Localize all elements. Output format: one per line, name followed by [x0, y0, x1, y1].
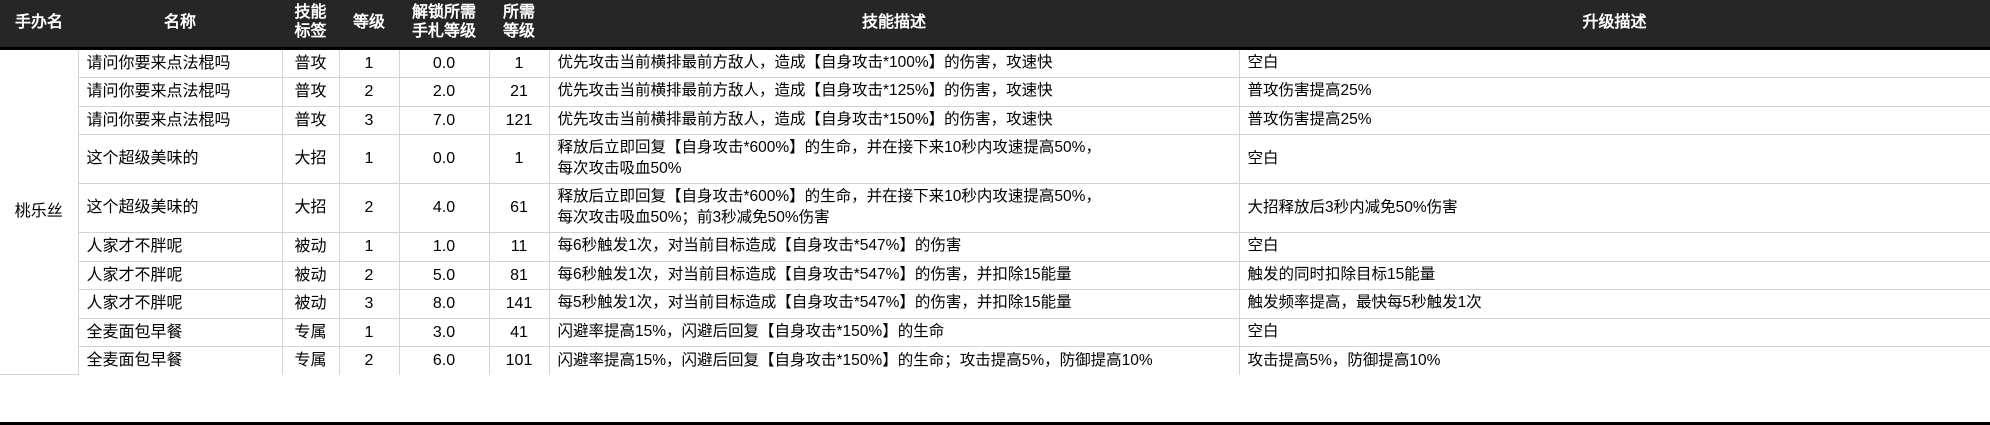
- table-row: 这个超级美味的 大招 1 0.0 1 释放后立即回复【自身攻击*600%】的生命…: [0, 134, 1990, 185]
- skill-name: 人家才不胖呢: [77, 289, 283, 319]
- unlock-note-level: 6.0: [398, 346, 490, 375]
- skill-tag: 普攻: [281, 105, 340, 136]
- skill-name: 请问你要来点法棍吗: [77, 47, 283, 79]
- table-row: 人家才不胖呢 被动 2 5.0 81 每6秒触发1次，对当前目标造成【自身攻击*…: [0, 260, 1990, 291]
- column-header-skill-description: 技能描述: [549, 0, 1239, 48]
- column-header-figure: 手办名: [0, 0, 78, 48]
- header-row: 手办名 名称 技能 标签 等级 解锁所需 手札等级 所需 等级 技能描述 升级描…: [0, 0, 1990, 48]
- required-level: 1: [488, 134, 550, 185]
- skill-name: 这个超级美味的: [77, 183, 283, 233]
- table-row: 桃乐丝 请问你要来点法棍吗 普攻 1 0.0 1 优先攻击当前横排最前方敌人，造…: [0, 47, 1990, 376]
- skill-table: 手办名 名称 技能 标签 等级 解锁所需 手札等级 所需 等级 技能描述 升级描…: [0, 0, 1990, 376]
- skill-tag: 普攻: [281, 77, 340, 107]
- required-level: 141: [488, 289, 550, 319]
- skill-level: 2: [338, 183, 400, 233]
- upgrade-description: 触发频率提高，最快每5秒触发1次: [1238, 289, 1990, 319]
- skill-name: 人家才不胖呢: [77, 231, 283, 262]
- unlock-note-level: 4.0: [398, 183, 490, 233]
- skill-description: 闪避率提高15%，闪避后回复【自身攻击*150%】的生命: [548, 317, 1240, 348]
- skill-tag: 大招: [281, 183, 340, 233]
- skill-level: 1: [338, 47, 400, 79]
- skill-description: 闪避率提高15%，闪避后回复【自身攻击*150%】的生命；攻击提高5%，防御提高…: [548, 346, 1240, 375]
- skill-tag: 专属: [281, 346, 340, 375]
- unlock-note-level: 0.0: [398, 134, 490, 185]
- unlock-note-level: 8.0: [398, 289, 490, 319]
- skill-description: 释放后立即回复【自身攻击*600%】的生命，并在接下来10秒内攻速提高50%， …: [548, 134, 1240, 185]
- figure-name-cell: 桃乐丝: [0, 47, 79, 376]
- skill-description: 释放后立即回复【自身攻击*600%】的生命，并在接下来10秒内攻速提高50%， …: [548, 183, 1240, 233]
- skill-tag: 专属: [281, 317, 340, 348]
- skill-description: 优先攻击当前横排最前方敌人，造成【自身攻击*100%】的伤害，攻速快: [548, 47, 1240, 79]
- skill-level: 1: [338, 231, 400, 262]
- skill-level: 2: [338, 346, 400, 375]
- column-header-skill-tag: 技能 标签: [282, 0, 339, 48]
- table-row: 人家才不胖呢 被动 1 1.0 11 每6秒触发1次，对当前目标造成【自身攻击*…: [0, 231, 1990, 262]
- skill-level: 2: [338, 77, 400, 107]
- upgrade-description: 空白: [1238, 317, 1990, 348]
- upgrade-description: 空白: [1238, 47, 1990, 79]
- skill-level: 1: [338, 134, 400, 185]
- required-level: 21: [488, 77, 550, 107]
- table-row: 全麦面包早餐 专属 2 6.0 101 闪避率提高15%，闪避后回复【自身攻击*…: [0, 346, 1990, 375]
- skill-name: 这个超级美味的: [77, 134, 283, 185]
- column-header-required-level: 所需 等级: [489, 0, 549, 48]
- unlock-note-level: 5.0: [398, 260, 490, 291]
- upgrade-description: 攻击提高5%，防御提高10%: [1238, 346, 1990, 375]
- required-level: 101: [488, 346, 550, 375]
- upgrade-description: 普攻伤害提高25%: [1238, 77, 1990, 107]
- table-header: 手办名 名称 技能 标签 等级 解锁所需 手札等级 所需 等级 技能描述 升级描…: [0, 0, 1990, 48]
- required-level: 41: [488, 317, 550, 348]
- table-body: 桃乐丝 请问你要来点法棍吗 普攻 1 0.0 1 优先攻击当前横排最前方敌人，造…: [0, 47, 1990, 376]
- table-row: 请问你要来点法棍吗 普攻 2 2.0 21 优先攻击当前横排最前方敌人，造成【自…: [0, 77, 1990, 107]
- skill-tag: 被动: [281, 289, 340, 319]
- skill-level: 2: [338, 260, 400, 291]
- bottom-rule: [0, 422, 1990, 425]
- upgrade-description: 普攻伤害提高25%: [1238, 105, 1990, 136]
- upgrade-description: 空白: [1238, 231, 1990, 262]
- skill-name: 人家才不胖呢: [77, 260, 283, 291]
- skill-name: 请问你要来点法棍吗: [77, 77, 283, 107]
- skill-tag: 大招: [281, 134, 340, 185]
- skill-name: 全麦面包早餐: [77, 346, 283, 375]
- skill-description: 每5秒触发1次，对当前目标造成【自身攻击*547%】的伤害，并扣除15能量: [548, 289, 1240, 319]
- unlock-note-level: 7.0: [398, 105, 490, 136]
- table-row: 请问你要来点法棍吗 普攻 3 7.0 121 优先攻击当前横排最前方敌人，造成【…: [0, 105, 1990, 136]
- skill-level: 3: [338, 105, 400, 136]
- skill-name: 全麦面包早餐: [77, 317, 283, 348]
- required-level: 1: [488, 47, 550, 79]
- skill-description: 优先攻击当前横排最前方敌人，造成【自身攻击*150%】的伤害，攻速快: [548, 105, 1240, 136]
- skill-description: 每6秒触发1次，对当前目标造成【自身攻击*547%】的伤害，并扣除15能量: [548, 260, 1240, 291]
- skill-description: 每6秒触发1次，对当前目标造成【自身攻击*547%】的伤害: [548, 231, 1240, 262]
- skill-tag: 被动: [281, 231, 340, 262]
- column-header-name: 名称: [78, 0, 282, 48]
- required-level: 61: [488, 183, 550, 233]
- skill-name: 请问你要来点法棍吗: [77, 105, 283, 136]
- skill-level: 3: [338, 289, 400, 319]
- unlock-note-level: 3.0: [398, 317, 490, 348]
- skill-tag: 被动: [281, 260, 340, 291]
- required-level: 121: [488, 105, 550, 136]
- skill-level: 1: [338, 317, 400, 348]
- table-row: 全麦面包早餐 专属 1 3.0 41 闪避率提高15%，闪避后回复【自身攻击*1…: [0, 317, 1990, 348]
- unlock-note-level: 0.0: [398, 47, 490, 79]
- skill-tag: 普攻: [281, 47, 340, 79]
- upgrade-description: 触发的同时扣除目标15能量: [1238, 260, 1990, 291]
- upgrade-description: 大招释放后3秒内减免50%伤害: [1238, 183, 1990, 233]
- table-row: 这个超级美味的 大招 2 4.0 61 释放后立即回复【自身攻击*600%】的生…: [0, 183, 1990, 233]
- required-level: 81: [488, 260, 550, 291]
- required-level: 11: [488, 231, 550, 262]
- upgrade-description: 空白: [1238, 134, 1990, 185]
- column-header-unlock-note-level: 解锁所需 手札等级: [399, 0, 489, 48]
- column-header-level: 等级: [339, 0, 399, 48]
- table-row: 人家才不胖呢 被动 3 8.0 141 每5秒触发1次，对当前目标造成【自身攻击…: [0, 289, 1990, 319]
- column-header-upgrade-description: 升级描述: [1239, 0, 1990, 48]
- skill-description: 优先攻击当前横排最前方敌人，造成【自身攻击*125%】的伤害，攻速快: [548, 77, 1240, 107]
- unlock-note-level: 2.0: [398, 77, 490, 107]
- unlock-note-level: 1.0: [398, 231, 490, 262]
